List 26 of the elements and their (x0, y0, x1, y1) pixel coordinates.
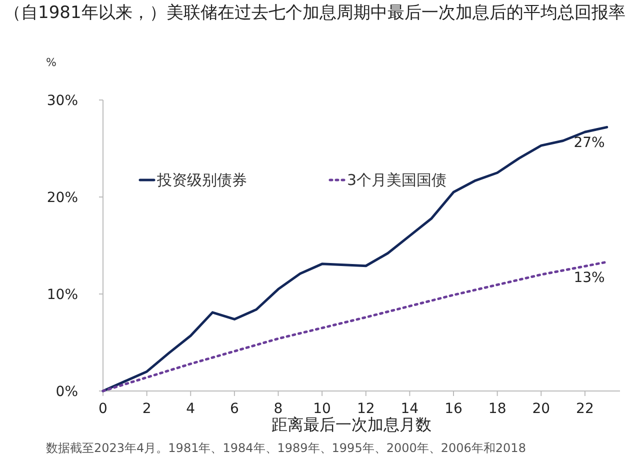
text: 数据截至2023年4月。1981年、1984年、1989年、1995年、2000年、2006年和2018 (46, 441, 526, 455)
x-tick-label: 2 (142, 401, 152, 417)
x-axis-title: 距离最后一次加息月数 (272, 415, 432, 434)
x-tick-label: 10 (313, 401, 331, 417)
y-tick-label: 10% (46, 287, 78, 303)
data-label: 13% (574, 270, 605, 286)
x-tick-label: 20 (532, 401, 550, 417)
x-tick-label: 12 (356, 401, 375, 417)
x-tick-label: 4 (186, 401, 196, 417)
line-series (102, 126, 608, 392)
data-label: 27% (574, 135, 605, 152)
chart-title: （自1981年以来，）美联储在过去七个加息周期中最后一次加息后的平均总回报率 (4, 3, 626, 23)
legend-label: 投资级别债券 (156, 171, 247, 189)
x-tick-label: 22 (576, 401, 594, 417)
x-tick-label: 16 (444, 401, 462, 417)
x-tick-label: 0 (98, 401, 108, 417)
line-series (102, 260, 608, 392)
x-tick-label: 18 (488, 401, 506, 417)
y-tick-label: 30% (46, 93, 78, 109)
legend-label: 3个月美国国债 (347, 171, 447, 189)
x-tick-label: 14 (400, 401, 419, 417)
y-tick-label: 0% (56, 384, 78, 400)
x-tick-label: 6 (230, 401, 239, 417)
x-tick-label: 8 (274, 401, 283, 417)
y-tick-label: 20% (46, 190, 78, 206)
y-axis-title: % (46, 56, 56, 69)
